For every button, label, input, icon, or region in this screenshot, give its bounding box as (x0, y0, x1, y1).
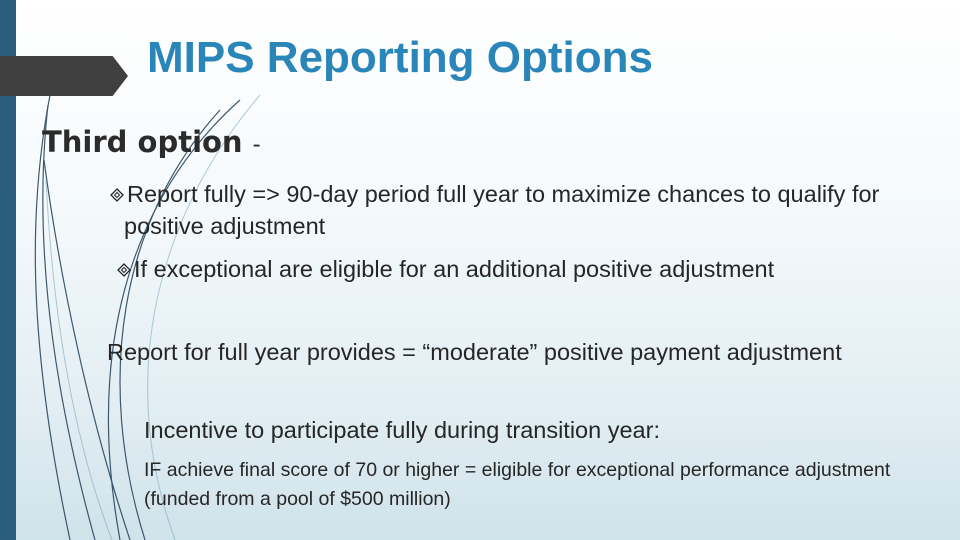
paragraph-moderate-adjustment: Report for full year provides = “moderat… (107, 339, 842, 365)
section-heading-text: Third option (42, 125, 243, 159)
bullet-item-2-text: If exceptional are eligible for an addit… (134, 256, 775, 282)
paragraph-incentive: Incentive to participate fully during tr… (144, 417, 660, 443)
slide-title: MIPS Reporting Options (147, 33, 653, 82)
diamond-outline-icon (117, 263, 131, 277)
section-heading: Third option - (42, 122, 261, 165)
title-accent-tab (0, 56, 128, 96)
side-accent-bar (0, 0, 16, 540)
paragraph-exceptional-performance: IF achieve final score of 70 or higher =… (144, 459, 891, 510)
section-heading-dash: - (252, 131, 261, 158)
bullet-item-2: If exceptional are eligible for an addit… (117, 253, 937, 285)
diamond-outline-icon (110, 188, 124, 202)
bullet-item-1-text: Report fully => 90-day period full year … (124, 181, 880, 239)
bullet-item-1: Report fully => 90-day period full year … (110, 178, 944, 242)
